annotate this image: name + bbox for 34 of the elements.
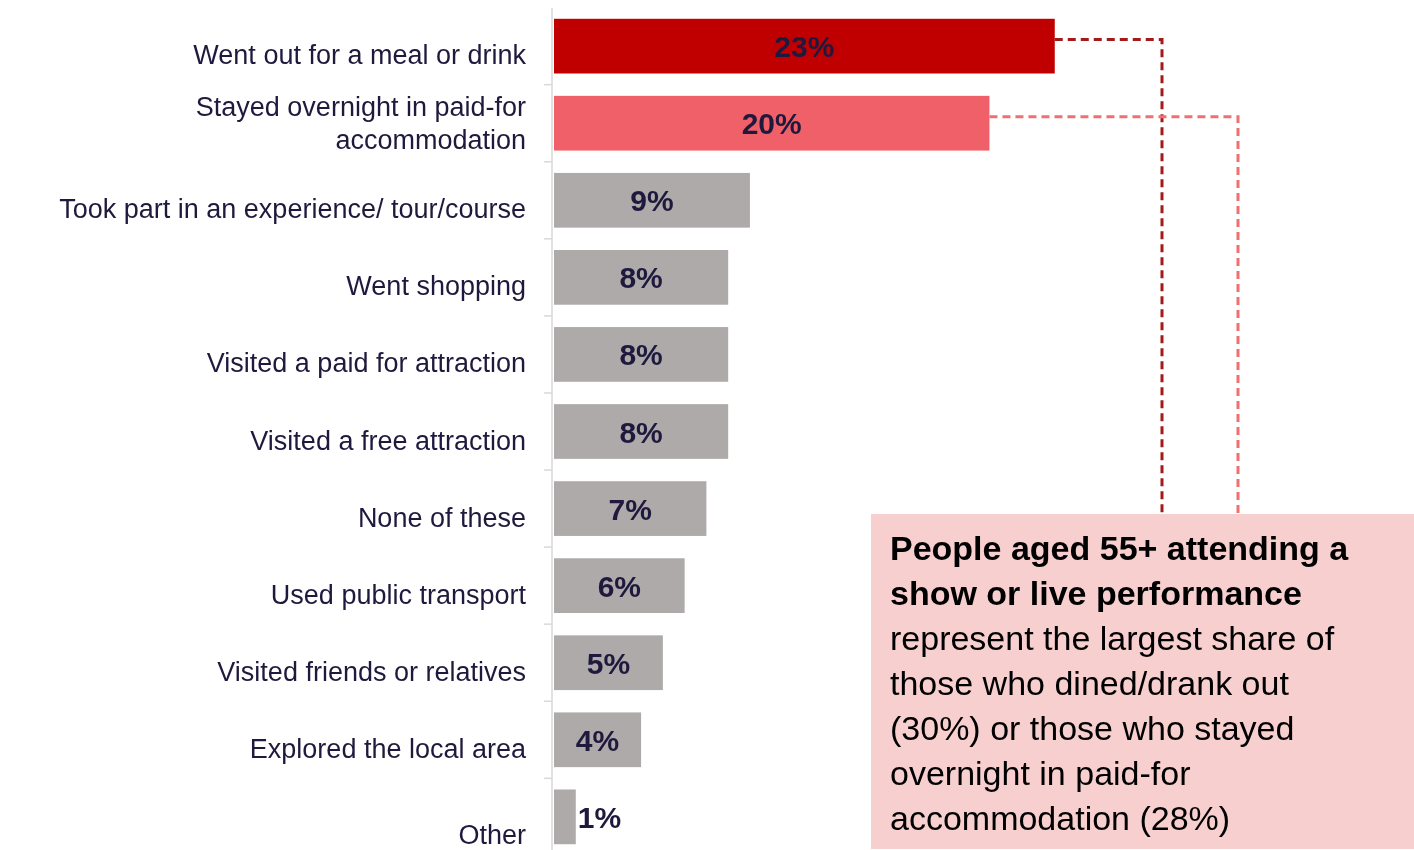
data-label: 7% (608, 492, 652, 526)
bar (554, 635, 663, 691)
data-label: 8% (619, 338, 663, 372)
y-tick-label: Visited friends or relatives (217, 656, 526, 687)
y-tick-label: Went shopping (346, 271, 526, 302)
data-label: 1% (577, 800, 622, 834)
y-tick-label: Explored the local area (249, 733, 527, 764)
data-label: 8% (619, 415, 663, 449)
bar (554, 712, 642, 768)
y-tick-label: Other (458, 819, 526, 850)
bar (554, 95, 990, 151)
data-label: 5% (586, 646, 631, 680)
bar (554, 172, 750, 228)
y-tick-label: Took part in an experience/ tour/course (59, 194, 526, 225)
y-tick-label: None of these (357, 502, 526, 533)
bar (554, 327, 729, 382)
data-label: 9% (630, 184, 674, 218)
bar (554, 789, 576, 845)
data-label: 20% (741, 107, 802, 141)
data-label: 6% (597, 569, 641, 603)
bar (554, 250, 729, 305)
bar (554, 481, 707, 536)
y-tick-label: Used public transport (270, 579, 527, 610)
y-tick-label: Stayed overnight in paid-for accommodation (195, 91, 526, 155)
bar (554, 404, 729, 459)
y-tick-label: Visited a paid for attraction (206, 348, 526, 379)
bar (554, 18, 1055, 74)
data-label: 8% (619, 261, 663, 295)
data-label: 23% (774, 30, 835, 64)
bar (554, 558, 685, 613)
y-tick-label: Visited a free attraction (250, 425, 526, 456)
data-label: 4% (575, 723, 620, 757)
y-tick-label: Went out for a meal or drink (193, 40, 527, 71)
annotation: represent the largest share of those who dined/drank out (30%) or those who stayed overnight in paid-for accommodation (28%) (890, 619, 1335, 837)
